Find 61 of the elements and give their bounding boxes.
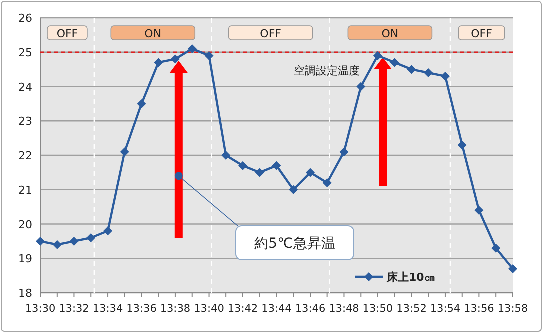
point bbox=[390, 58, 400, 68]
x-tick-label: 13:40 bbox=[194, 303, 224, 315]
point bbox=[137, 99, 146, 108]
x-tick-label: 13:50 bbox=[362, 303, 394, 315]
point bbox=[104, 226, 113, 236]
x-tick-label: 13:30 bbox=[25, 303, 56, 315]
point bbox=[120, 148, 130, 157]
legend: 床上10㎝ bbox=[355, 271, 436, 284]
y-tick-label: 21 bbox=[18, 184, 32, 197]
point bbox=[440, 72, 450, 81]
point bbox=[222, 151, 231, 160]
x-tick-label: 13:42 bbox=[228, 303, 258, 315]
point bbox=[170, 54, 180, 64]
point bbox=[306, 168, 316, 178]
y-tick-label: 25 bbox=[18, 46, 32, 60]
point bbox=[322, 178, 332, 188]
y-tick-label: 23 bbox=[18, 115, 32, 128]
point bbox=[492, 244, 501, 253]
point bbox=[340, 148, 349, 157]
x-tick-label: 13:54 bbox=[430, 303, 461, 315]
annotation: 約5℃急昇温 bbox=[254, 236, 336, 252]
x-tick-label: 13:46 bbox=[295, 303, 326, 315]
x-tick-label: 13:52 bbox=[396, 303, 427, 315]
point bbox=[373, 51, 382, 60]
point bbox=[289, 185, 298, 194]
x-tick-label: 13:38 bbox=[160, 303, 191, 315]
point bbox=[474, 206, 484, 215]
annotation: ON bbox=[144, 28, 162, 40]
point bbox=[458, 140, 467, 150]
point bbox=[188, 44, 197, 54]
point bbox=[154, 58, 164, 68]
annotation: ON bbox=[382, 28, 399, 40]
x-tick-label: 13:58 bbox=[498, 303, 528, 315]
point bbox=[70, 236, 79, 246]
point bbox=[255, 168, 264, 178]
point bbox=[508, 264, 518, 274]
x-tick-label: 13:36 bbox=[126, 303, 158, 315]
point bbox=[272, 161, 282, 170]
annotation: OFF bbox=[471, 28, 492, 40]
y-tick-label: 26 bbox=[18, 12, 32, 25]
point bbox=[356, 82, 366, 92]
x-tick-label: 13:32 bbox=[59, 303, 90, 315]
point bbox=[36, 236, 45, 246]
point bbox=[424, 68, 434, 78]
y-tick-label: 20 bbox=[18, 218, 32, 232]
legend-label: 床上10㎝ bbox=[386, 271, 436, 284]
annotation: OFF bbox=[260, 28, 282, 40]
x-tick-label: 13:34 bbox=[92, 303, 124, 315]
y-tick-label: 18 bbox=[18, 287, 32, 300]
point bbox=[407, 65, 416, 74]
x-tick-label: 13:48 bbox=[329, 303, 360, 315]
point bbox=[238, 161, 248, 170]
y-tick-label: 22 bbox=[18, 150, 32, 162]
x-tick-label: 13:56 bbox=[464, 303, 495, 315]
point bbox=[86, 234, 96, 242]
x-tick-label: 13:44 bbox=[262, 303, 292, 315]
point bbox=[52, 240, 62, 250]
point bbox=[204, 51, 214, 60]
y-tick-label: 24 bbox=[18, 80, 32, 94]
annotation: OFF bbox=[56, 28, 78, 40]
y-tick-label: 19 bbox=[18, 252, 32, 266]
